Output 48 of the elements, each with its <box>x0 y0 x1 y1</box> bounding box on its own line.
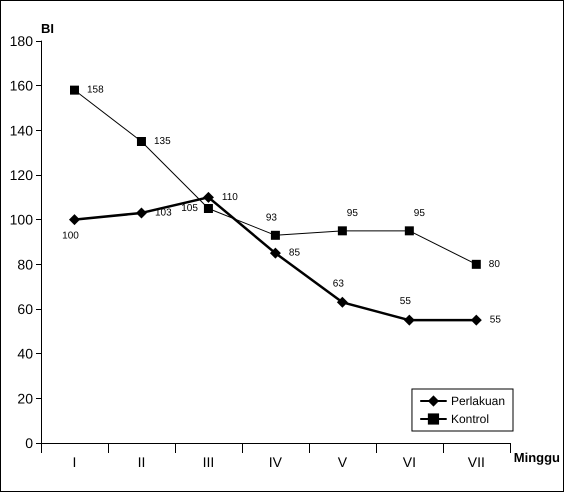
point <box>404 314 415 326</box>
x-tick-label: VI <box>402 454 416 470</box>
point <box>136 207 147 218</box>
data-label: 93 <box>266 212 278 224</box>
data-label: 85 <box>288 248 300 259</box>
point <box>68 214 80 226</box>
y-tick-label: 60 <box>17 301 34 317</box>
data-label: 55 <box>490 314 502 326</box>
data-label: 158 <box>86 84 104 96</box>
y-tick-label: 100 <box>10 212 34 228</box>
data-label: 63 <box>332 278 344 290</box>
point <box>270 230 280 240</box>
point <box>204 204 213 213</box>
data-label: 55 <box>400 296 412 308</box>
x-axis-title: Minggu <box>514 450 560 465</box>
y-tick-label: 160 <box>10 78 34 94</box>
data-label: 95 <box>414 208 426 219</box>
y-tick-label: 0 <box>25 435 34 451</box>
data-label: 95 <box>346 208 358 219</box>
x-tick-label: V <box>338 454 348 470</box>
point <box>270 248 281 259</box>
y-tick-label: 140 <box>10 122 34 138</box>
data-label: 100 <box>62 230 80 242</box>
y-tick-label: 40 <box>17 346 34 362</box>
y-tick-label: 80 <box>17 256 34 272</box>
point <box>472 260 481 269</box>
x-tick-label: VII <box>468 454 485 470</box>
point <box>336 296 348 308</box>
point <box>70 86 79 95</box>
point <box>202 192 214 203</box>
point <box>404 226 414 236</box>
data-label: 135 <box>154 136 172 147</box>
legend-label: Perlakuan <box>450 394 506 408</box>
legend-label: Kontrol <box>450 412 489 426</box>
x-tick-label: III <box>202 454 214 470</box>
point <box>338 226 347 236</box>
x-tick-label: I <box>72 454 76 470</box>
y-tick-label: 120 <box>10 167 34 183</box>
point <box>136 137 146 146</box>
y-tick-label: 20 <box>17 390 34 406</box>
x-tick-label: IV <box>268 454 283 470</box>
data-label: 105 <box>181 203 198 214</box>
y-axis-title: BI <box>41 21 54 36</box>
x-tick-label: II <box>138 454 146 470</box>
y-tick-label: 180 <box>10 33 34 49</box>
point <box>470 314 482 326</box>
data-label: 80 <box>488 258 500 270</box>
data-label: 110 <box>222 192 238 203</box>
